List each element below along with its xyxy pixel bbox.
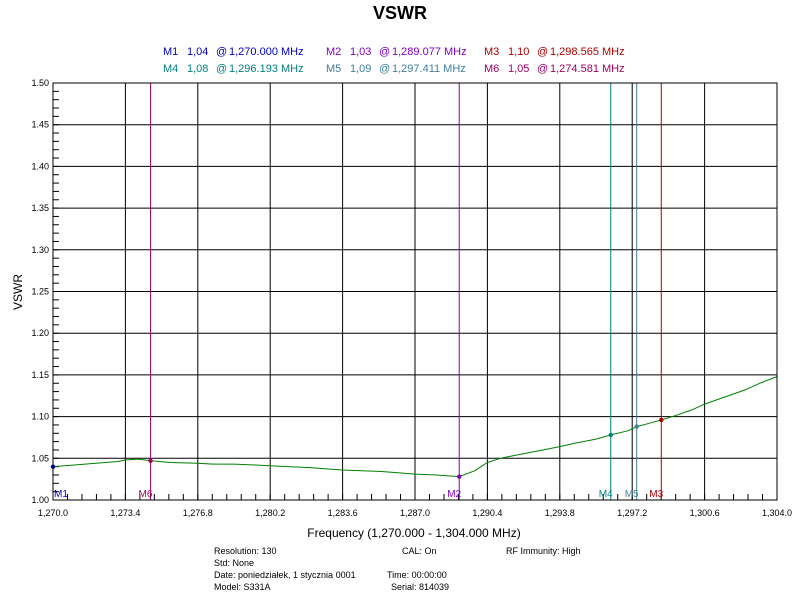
legend-marker-freq: 1,289.077 MHz [392, 46, 467, 58]
legend-marker-id: M6 [484, 63, 499, 75]
y-tick-label: 1.00 [31, 495, 49, 505]
x-tick-label: 1,270.0 [38, 508, 68, 518]
x-tick-label: 1,276.8 [183, 508, 213, 518]
info-resolution: Resolution: 130 [214, 546, 277, 556]
x-tick-label: 1,287.0 [400, 508, 430, 518]
marker-points [50, 417, 664, 479]
legend-marker-at: @ [379, 46, 390, 58]
legend-marker-vswr: 1,08 [187, 63, 208, 75]
marker-label-m3: M3 [649, 489, 663, 500]
x-tick-label: 1,297.2 [617, 508, 647, 518]
marker-label-m1: M1 [54, 489, 68, 500]
y-tick-label: 1.20 [31, 328, 49, 338]
legend-marker-at: @ [537, 46, 548, 58]
info-model: Model: S331A [214, 582, 271, 592]
y-axis-ticks: 1.00 1.05 1.10 1.15 1.20 1.25 1.30 1.35 1.40 1.45… [31, 78, 59, 505]
info-time: Time: 00:00:00 [387, 570, 447, 580]
legend-marker-freq: 1,270.000 MHz [229, 46, 304, 58]
plot-frame [52, 82, 778, 501]
x-tick-label: 1,304.0 [762, 508, 792, 518]
y-tick-label: 1.10 [31, 412, 49, 422]
marker-point-m2 [457, 474, 462, 479]
marker-label-m5: M5 [625, 489, 639, 500]
legend-marker-id: M2 [326, 46, 341, 58]
x-tick-label: 1,283.6 [328, 508, 358, 518]
marker-point-m5 [634, 424, 639, 429]
legend-marker-at: @ [216, 63, 227, 75]
y-tick-label: 1.25 [31, 287, 49, 297]
y-tick-label: 1.45 [31, 120, 49, 130]
legend-marker-vswr: 1,03 [350, 46, 371, 58]
y-axis-title: VSWR [11, 274, 25, 310]
marker-point-m3 [659, 417, 664, 423]
info-std: Std: None [214, 558, 255, 568]
legend-marker-vswr: 1,09 [350, 63, 371, 75]
grid-lines [52, 82, 778, 501]
y-tick-label: 1.50 [31, 78, 49, 88]
legend-marker-freq: 1,274.581 MHz [550, 63, 625, 75]
legend-marker-at: @ [537, 63, 548, 75]
legend-marker-at: @ [216, 46, 227, 58]
marker-label-m4: M4 [599, 489, 613, 500]
legend-marker-id: M3 [484, 46, 499, 58]
info-cal: CAL: On [402, 546, 437, 556]
marker-label-m2: M2 [447, 489, 461, 500]
legend-marker-vswr: 1,04 [187, 46, 208, 58]
y-tick-label: 1.05 [31, 453, 49, 463]
legend-marker-vswr: 1,10 [508, 46, 529, 58]
info-serial: Serial: 814039 [391, 582, 450, 592]
legend-marker-freq: 1,298.565 MHz [550, 46, 625, 58]
x-tick-label: 1,300.6 [690, 508, 720, 518]
legend-marker-at: @ [379, 63, 390, 75]
marker-point-m6 [148, 458, 153, 464]
marker-legend: M1 1,04 @1,270.000 MHz M2 1,03 @1,289.077 MHz… [163, 46, 625, 75]
x-tick-label: 1,290.4 [472, 508, 502, 518]
x-axis-title: Frequency (1,270.000 - 1,304.000 MHz) [307, 526, 520, 540]
y-tick-label: 1.30 [31, 245, 49, 255]
legend-marker-id: M4 [163, 63, 178, 75]
info-rf-immunity: RF Immunity: High [506, 546, 581, 556]
legend-marker-id: M5 [326, 63, 341, 75]
marker-label-m6: M6 [139, 489, 153, 500]
marker-point-m4 [608, 432, 613, 438]
legend-marker-vswr: 1,05 [508, 63, 529, 75]
chart-title: VSWR [373, 3, 427, 23]
y-tick-label: 1.35 [31, 203, 49, 213]
legend-marker-freq: 1,297.411 MHz [392, 63, 466, 75]
legend-marker-freq: 1,296.193 MHz [229, 63, 304, 75]
y-tick-label: 1.15 [31, 370, 49, 380]
x-tick-label: 1,280.2 [255, 508, 285, 518]
legend-marker-id: M1 [163, 46, 178, 58]
y-tick-label: 1.40 [31, 161, 49, 171]
info-date: Date: poniedziałek, 1 stycznia 0001 [214, 570, 356, 580]
x-tick-label: 1,273.4 [110, 508, 140, 518]
x-tick-label: 1,293.8 [545, 508, 575, 518]
marker-lines: M1 M2 M3 M4 M5 M6 [54, 83, 664, 500]
